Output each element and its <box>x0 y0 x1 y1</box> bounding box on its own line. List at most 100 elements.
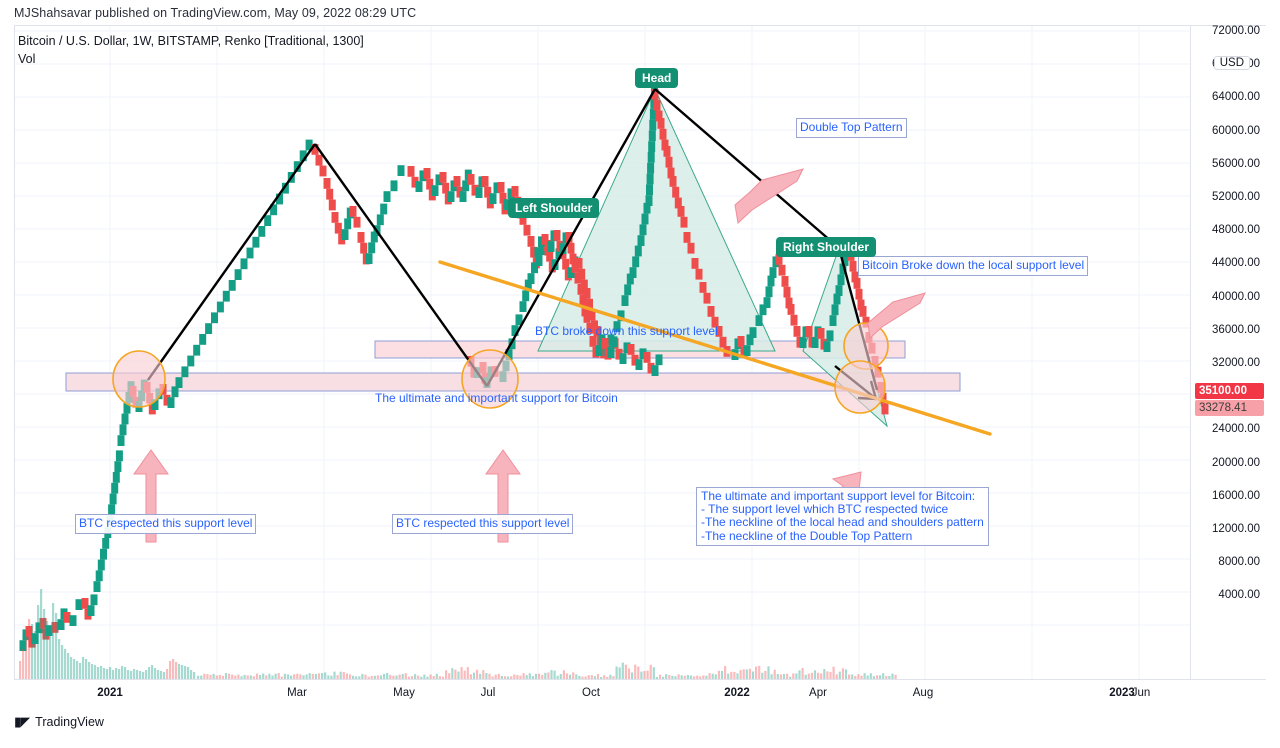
volume-bar <box>52 603 54 679</box>
price-tick: 60000.00 <box>1212 125 1260 137</box>
renko-brick <box>476 187 483 198</box>
volume-bar <box>718 671 720 679</box>
volume-bar <box>193 672 195 679</box>
volume-bar <box>127 670 129 679</box>
renko-brick <box>122 414 129 425</box>
renko-brick <box>700 282 707 293</box>
volume-bar <box>457 672 459 679</box>
renko-brick <box>316 155 323 166</box>
annotation-btc-respected-support-2[interactable]: BTC respected this support level <box>392 514 573 534</box>
renko-brick <box>524 225 531 236</box>
volume-bar <box>814 670 816 679</box>
renko-brick <box>658 118 665 129</box>
volume-bar <box>842 668 844 679</box>
volume-bar <box>826 671 828 679</box>
plot-area[interactable] <box>15 26 1190 679</box>
renko-brick <box>247 248 254 259</box>
volume-bar <box>61 645 63 679</box>
volume-bar <box>730 672 732 679</box>
renko-brick <box>648 141 655 152</box>
renko-brick <box>548 241 555 252</box>
renko-brick <box>120 424 127 435</box>
renko-brick <box>578 284 585 295</box>
annotation-ultimate-support-for-bitcoin[interactable]: The ultimate and important support for B… <box>375 392 618 406</box>
renko-brick <box>779 265 786 276</box>
renko-brick <box>812 337 819 348</box>
price-axis[interactable]: 72000.0068000.0064000.0060000.0056000.00… <box>1190 26 1266 679</box>
renko-brick <box>368 242 375 253</box>
renko-brick <box>113 472 120 483</box>
volume-bar <box>172 659 174 679</box>
pattern-label-right-shoulder[interactable]: Right Shoulder <box>776 237 876 257</box>
volume-bar <box>619 667 621 679</box>
volume-bar <box>184 666 186 679</box>
renko-brick <box>110 494 117 505</box>
volume-bar <box>163 672 165 679</box>
renko-brick <box>211 312 218 323</box>
volume-bar <box>767 666 769 679</box>
renko-brick <box>482 176 489 187</box>
volume-bar <box>181 665 183 679</box>
renko-brick <box>416 181 423 192</box>
renko-brick <box>584 312 591 323</box>
price-tick: 44000.00 <box>1212 257 1260 269</box>
volume-bar <box>547 672 549 679</box>
renko-brick <box>672 187 679 198</box>
volume-bar <box>67 653 69 679</box>
volume-bar <box>34 631 36 679</box>
renko-brick <box>100 549 107 560</box>
renko-brick <box>324 178 331 189</box>
renko-brick <box>82 598 89 609</box>
time-tick: Mar <box>287 687 307 699</box>
pattern-label-left-shoulder[interactable]: Left Shoulder <box>508 198 599 218</box>
volume-bar <box>454 670 456 679</box>
volume-bar <box>823 669 825 679</box>
annotation-ultimate-support-details[interactable]: The ultimate and important support level… <box>696 487 989 546</box>
renko-brick <box>176 377 183 388</box>
volume-bar <box>340 672 342 679</box>
renko-brick <box>628 344 635 355</box>
volume-bar <box>112 670 114 679</box>
renko-brick <box>782 276 789 287</box>
volume-bar <box>142 672 144 679</box>
renko-brick <box>649 130 656 141</box>
annotation-btc-broke-down-this-support[interactable]: BTC broke down this support level <box>535 325 718 339</box>
tradingview-footer: ▮◤ TradingView <box>14 714 104 730</box>
renko-brick <box>646 184 653 195</box>
volume-bar <box>70 657 72 679</box>
volume-bar <box>755 667 757 679</box>
volume-bar <box>464 671 466 679</box>
volume-bar <box>79 663 81 679</box>
renko-brick <box>850 261 857 272</box>
annotation-bitcoin-broke-down-local-support[interactable]: Bitcoin Broke down the local support lev… <box>858 256 1088 276</box>
volume-bar <box>721 671 723 679</box>
time-axis[interactable]: 2021 Mar May Jul Oct 2022 Apr Aug 2023 Jun <box>15 679 1266 707</box>
volume-bar <box>133 669 135 679</box>
price-tick: 24000.00 <box>1212 423 1260 435</box>
renko-brick <box>522 290 529 301</box>
renko-brick <box>88 605 95 616</box>
published-line: MJShahsavar published on TradingView.com… <box>14 6 416 20</box>
renko-brick <box>652 365 659 376</box>
chart-legend: Bitcoin / U.S. Dollar, 1W, BITSTAMP, Ren… <box>18 32 364 68</box>
renko-brick <box>193 345 200 356</box>
renko-brick <box>181 366 188 377</box>
volume-bar <box>169 661 171 679</box>
renko-brick <box>642 214 649 225</box>
annotation-btc-respected-support-1[interactable]: BTC respected this support level <box>75 514 256 534</box>
renko-brick <box>720 337 727 348</box>
renko-brick <box>344 218 351 229</box>
renko-brick <box>750 327 757 338</box>
renko-brick <box>326 189 333 200</box>
time-tick: 2021 <box>97 687 123 699</box>
renko-brick <box>91 594 98 605</box>
renko-brick <box>460 191 467 202</box>
volume-bar <box>622 663 624 679</box>
pattern-label-head[interactable]: Head <box>635 68 678 88</box>
renko-brick <box>608 347 615 358</box>
volume-bar <box>145 670 147 679</box>
volume-bar <box>833 667 835 679</box>
renko-brick <box>235 269 242 280</box>
renko-brick <box>644 352 651 363</box>
annotation-double-top-pattern[interactable]: Double Top Pattern <box>796 118 907 138</box>
